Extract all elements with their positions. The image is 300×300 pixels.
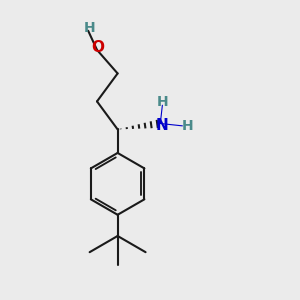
Text: N: N [156, 118, 169, 134]
Text: H: H [182, 119, 194, 133]
Text: H: H [157, 95, 168, 109]
Text: H: H [84, 21, 95, 35]
Text: O: O [91, 40, 104, 55]
